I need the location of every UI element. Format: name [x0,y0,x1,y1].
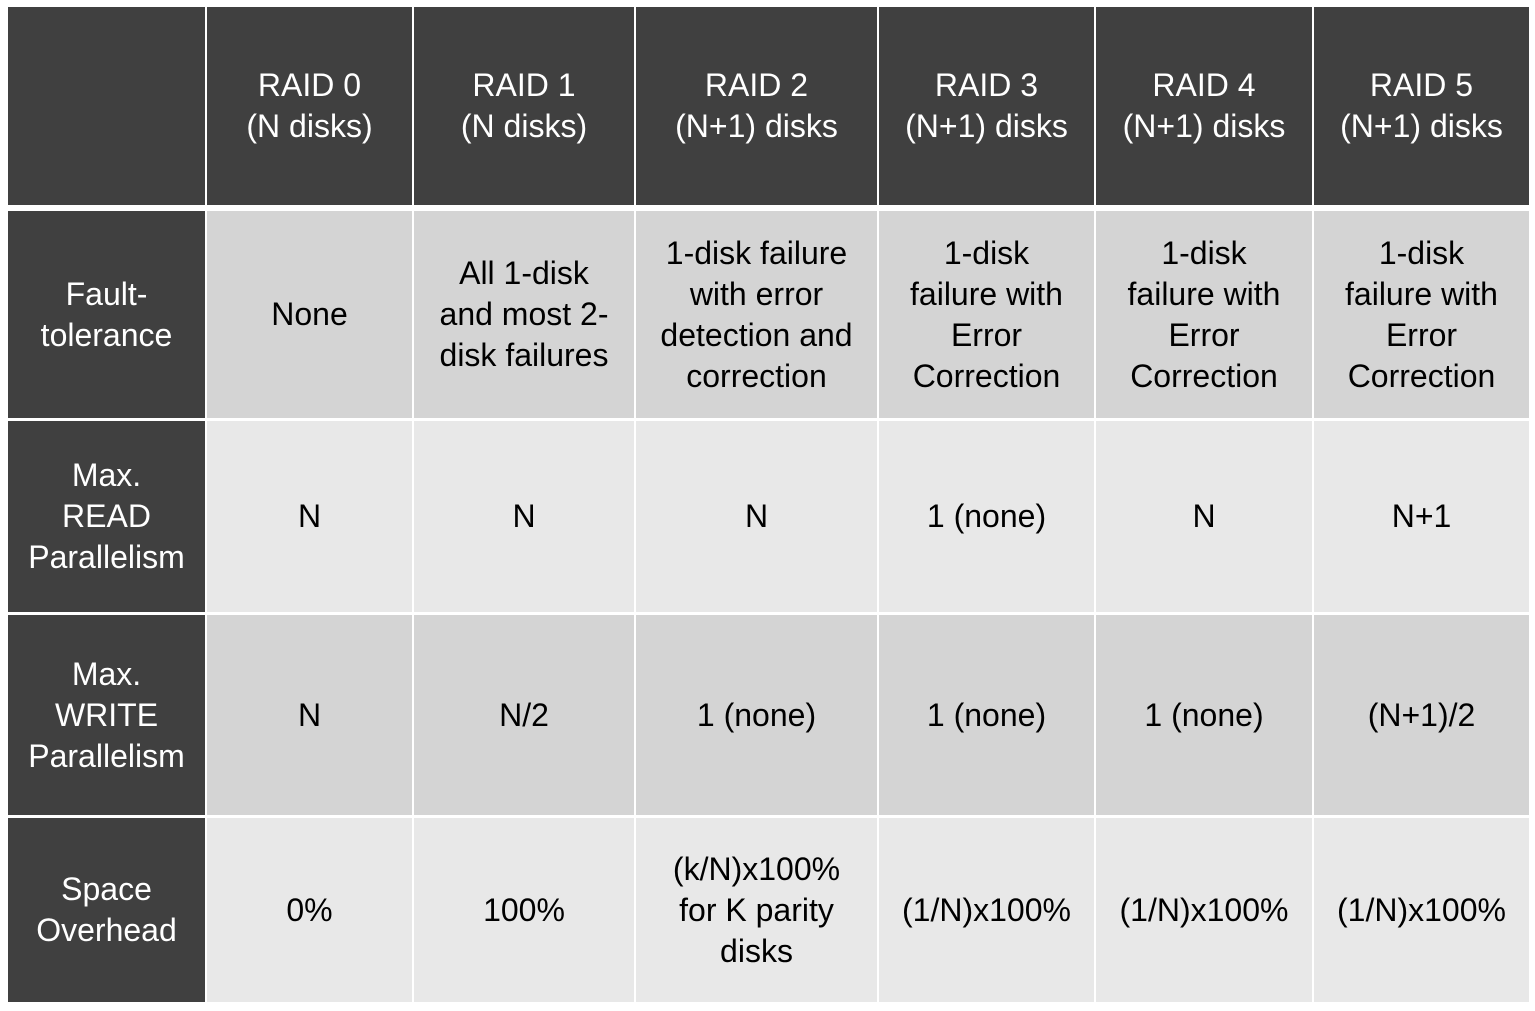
cell-text: N [512,498,536,534]
header-raid-1: RAID 1 (N disks) [414,7,634,205]
row-label: Fault- tolerance [40,275,173,353]
cell-text: 1 (none) [1144,696,1264,733]
row-label: Max. WRITE Parallelism [28,655,185,774]
cell-text: N [1192,498,1216,534]
cell-text: 1 (none) [696,696,817,733]
header-raid-0: RAID 0 (N disks) [207,7,412,205]
table-cell: 1 (none) [1096,615,1312,815]
table-cell: 1-disk failure with Error Correction [1314,211,1529,418]
cell-text: All 1-disk and most 2- disk failures [439,255,609,373]
table-cell: 1-disk failure with error detection and … [636,211,877,418]
table-cell: 0% [207,818,412,1002]
row-label: Max. READ Parallelism [28,457,185,575]
table-cell: N [207,421,412,612]
header-raid-3: RAID 3 (N+1) disks [879,7,1094,205]
cell-text: 100% [483,891,565,928]
cell-text: N [297,498,322,534]
header-label: RAID 2 (N+1) disks [675,67,838,144]
cell-text: 1-disk failure with error detection and … [660,234,853,394]
header-label: RAID 5 (N+1) disks [1340,67,1503,144]
table-cell: N/2 [414,615,634,815]
table-cell: N [636,421,877,612]
header-raid-2: RAID 2 (N+1) disks [636,7,877,205]
cell-text: (1/N)x100% [1337,891,1506,928]
row-label-read-parallelism: Max. READ Parallelism [8,421,205,612]
table-cell: N [1096,421,1312,612]
cell-text: (k/N)x100% for K parity disks [672,850,841,969]
row-label-write-parallelism: Max. WRITE Parallelism [8,615,205,815]
table-cell: N [207,615,412,815]
cell-text: 1-disk failure with Error Correction [1127,234,1281,394]
header-label: RAID 3 (N+1) disks [905,67,1068,144]
cell-text: 1-disk failure with Error Correction [1345,234,1498,394]
row-label-space-overhead: Space Overhead [8,818,205,1002]
cell-text: 1-disk failure with Error Correction [910,234,1063,394]
table-cell: All 1-disk and most 2- disk failures [414,211,634,418]
cell-text: N [744,498,769,534]
table-cell: (1/N)x100% [879,818,1094,1002]
table-cell: 1 (none) [879,615,1094,815]
row-label-fault-tolerance: Fault- tolerance [8,211,205,418]
table-cell: (k/N)x100% for K parity disks [636,818,877,1002]
table-corner-cell [8,7,205,205]
cell-text: 1 (none) [926,696,1047,733]
header-raid-4: RAID 4 (N+1) disks [1096,7,1312,205]
cell-text: 1 (none) [926,498,1047,534]
header-label: RAID 1 (N disks) [460,67,588,144]
header-raid-5: RAID 5 (N+1) disks [1314,7,1529,205]
table-cell: 1 (none) [879,421,1094,612]
cell-text: None [271,296,348,332]
cell-text: (1/N)x100% [902,891,1071,928]
cell-text: (N+1)/2 [1367,696,1476,733]
cell-text: N/2 [499,696,549,733]
cell-text: 0% [286,891,333,928]
table-cell: 100% [414,818,634,1002]
table-cell: 1-disk failure with Error Correction [1096,211,1312,418]
table-cell: (1/N)x100% [1096,818,1312,1002]
table-cell: (1/N)x100% [1314,818,1529,1002]
cell-text: N+1 [1391,498,1452,534]
table-cell: N+1 [1314,421,1529,612]
header-label: RAID 4 (N+1) disks [1122,67,1286,144]
table-cell: N [414,421,634,612]
table-cell: None [207,211,412,418]
header-label: RAID 0 (N disks) [246,67,373,144]
cell-text: (1/N)x100% [1119,891,1289,928]
table-cell: (N+1)/2 [1314,615,1529,815]
cell-text: N [297,696,322,733]
row-label: Space Overhead [36,871,177,948]
table-cell: 1 (none) [636,615,877,815]
table-cell: 1-disk failure with Error Correction [879,211,1094,418]
